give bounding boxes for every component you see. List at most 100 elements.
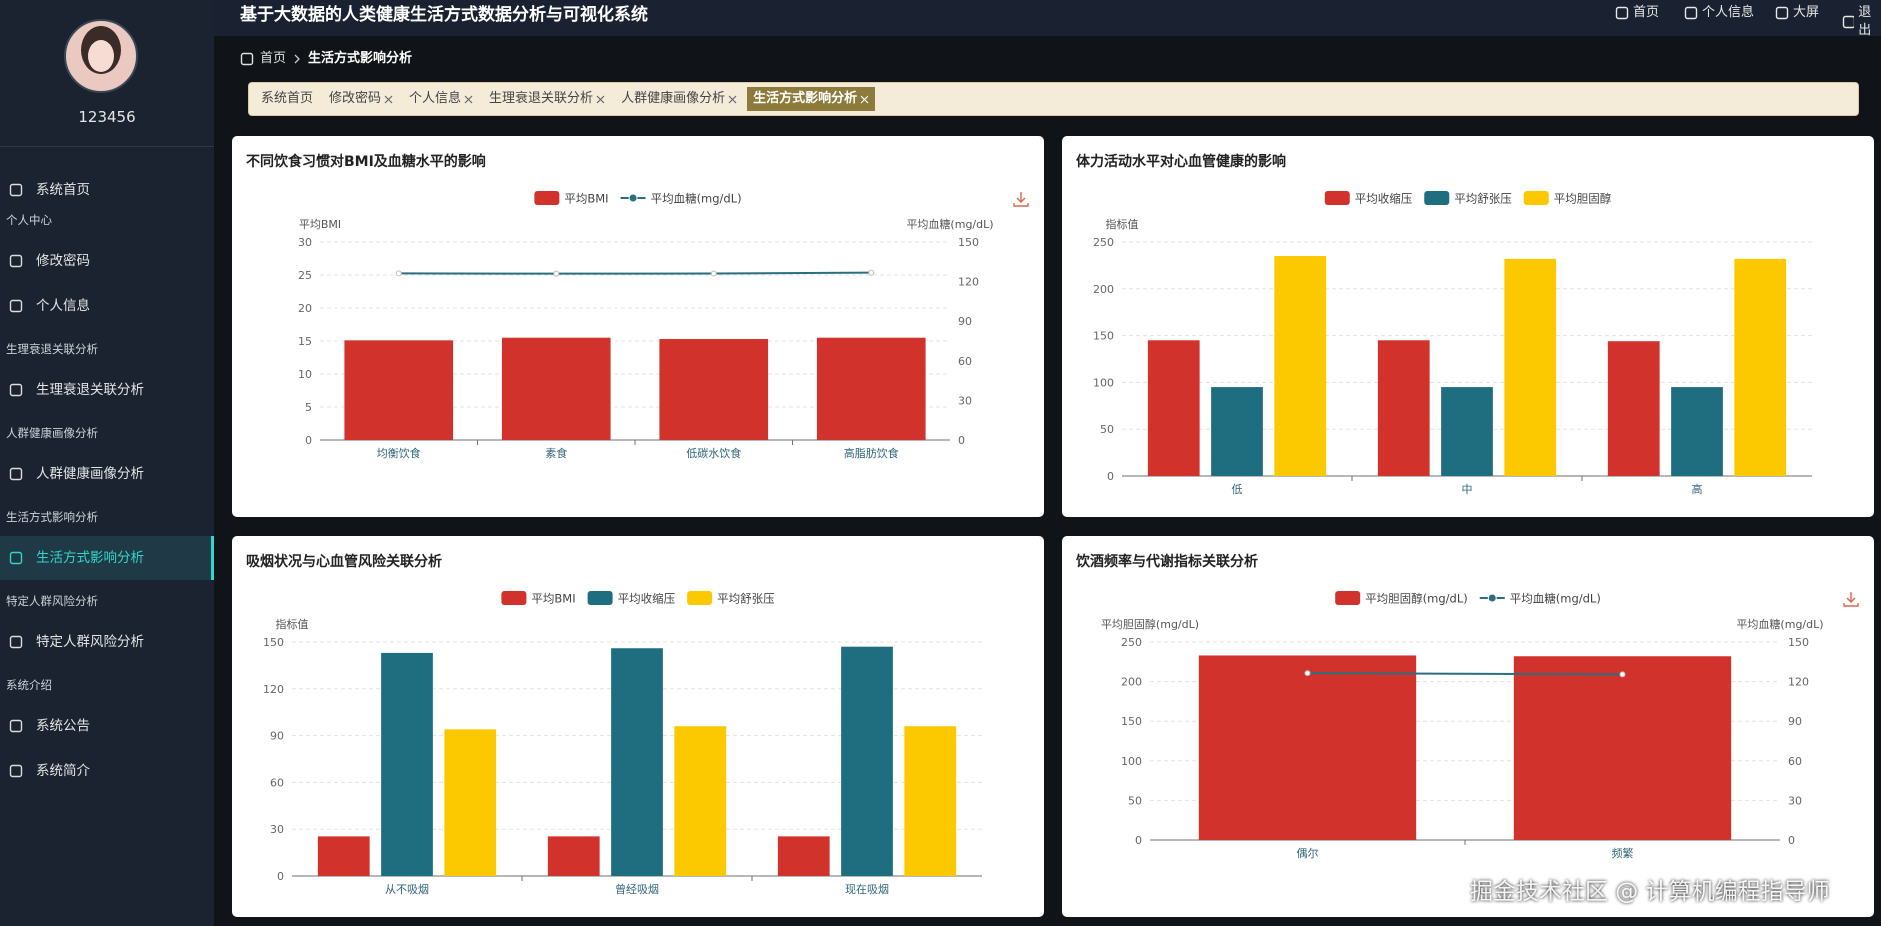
tab-close[interactable] <box>596 95 605 104</box>
tab[interactable]: 修改密码 <box>323 87 399 111</box>
bar <box>1671 387 1723 476</box>
avatar-face <box>88 40 114 72</box>
line-point <box>868 269 875 276</box>
menu-label: 个人信息 <box>36 298 90 314</box>
line <box>398 271 872 275</box>
y-tick-label: 250 <box>1093 236 1114 249</box>
legend-dot <box>1487 593 1497 603</box>
nav-link[interactable]: 退出 <box>1842 4 1881 40</box>
x-tick-label: 曾经吸烟 <box>615 882 659 896</box>
line-point <box>1304 670 1311 677</box>
legend: 平均收缩压 平均舒张压 平均胆固醇 <box>1324 191 1612 206</box>
chevron-shape <box>294 54 300 64</box>
nav-link[interactable]: 首页 <box>1615 4 1659 22</box>
y-tick-label: 100 <box>1093 376 1114 389</box>
y-tick-label: 0 <box>1107 470 1114 483</box>
chevron <box>294 54 300 64</box>
y-tick-label: 0 <box>305 434 312 447</box>
y-axis-name: 指标值 <box>276 617 309 631</box>
close-shape <box>728 95 737 103</box>
menu-label: 修改密码 <box>36 253 90 269</box>
breadcrumb-item[interactable]: 首页 <box>260 51 287 66</box>
icon <box>1842 15 1855 29</box>
menu-item[interactable]: 系统公告 <box>0 704 214 748</box>
line-point <box>395 270 402 277</box>
menu-label: 系统简介 <box>36 763 90 779</box>
y2-tick-label: 60 <box>958 355 972 368</box>
legend-label: 平均BMI <box>564 192 608 206</box>
legend-swatch <box>1324 191 1350 205</box>
nav-link[interactable]: 个人信息 <box>1684 4 1754 22</box>
tab[interactable]: 系统首页 <box>255 87 319 111</box>
icon-shape <box>9 299 23 313</box>
y2-tick-label: 90 <box>958 315 972 328</box>
bar <box>344 340 454 440</box>
nav-link[interactable]: 大屏 <box>1775 4 1819 22</box>
line <box>1307 672 1623 676</box>
bar <box>674 726 727 876</box>
legend-swatch <box>1523 191 1549 205</box>
y2-tick-label: 120 <box>958 276 979 289</box>
bar <box>1441 387 1493 476</box>
icon-shape <box>9 383 23 397</box>
tab-label: 生活方式影响分析 <box>753 91 858 106</box>
y-tick-label: 50 <box>1100 423 1114 436</box>
icon <box>9 467 23 481</box>
legend-label: 平均胆固醇(mg/dL) <box>1365 592 1468 606</box>
bar <box>444 729 497 876</box>
y2-tick-label: 30 <box>958 394 972 407</box>
menu-item[interactable]: 修改密码 <box>0 239 214 283</box>
legend-swatch <box>587 591 613 605</box>
tab-close[interactable] <box>384 95 393 104</box>
menu-item[interactable]: 系统简介 <box>0 749 214 793</box>
icon-shape <box>9 719 23 733</box>
bar <box>317 836 370 876</box>
x-tick-label: 低 <box>1232 483 1243 496</box>
tab[interactable]: 生活方式影响分析 <box>747 87 876 111</box>
legend-label: 平均舒张压 <box>717 592 775 606</box>
x-tick-label: 中 <box>1462 483 1473 496</box>
tab[interactable]: 生理衰退关联分析 <box>483 87 611 111</box>
menu-item[interactable]: 特定人群风险分析 <box>0 620 214 664</box>
tab-bar: 系统首页 修改密码 个人信息 生理衰退关联分析 人群健康画像分析 生活方式影响分析 <box>248 82 1859 116</box>
y2-tick-label: 90 <box>1788 715 1802 728</box>
legend-label: 平均血糖(mg/dL) <box>651 192 742 206</box>
menu-item[interactable]: 生理衰退关联分析 <box>0 368 214 412</box>
menu-item[interactable]: 人群健康画像分析 <box>0 452 214 496</box>
y-tick-label: 150 <box>263 636 284 649</box>
line-point <box>710 270 717 277</box>
menu-item[interactable]: 生活方式影响分析 <box>0 536 214 580</box>
breadcrumb: 首页 生活方式影响分析 <box>240 50 412 68</box>
x-tick-label: 均衡饮食 <box>377 446 421 460</box>
y-tick-label: 0 <box>1135 834 1142 847</box>
menu-item[interactable]: 系统首页 <box>0 168 214 212</box>
tab-close[interactable] <box>860 95 869 104</box>
x-tick-label: 低碳水饮食 <box>686 446 741 460</box>
legend-label: 平均收缩压 <box>618 592 676 606</box>
icon <box>1684 6 1698 20</box>
y-tick-label: 200 <box>1093 283 1114 296</box>
icon-shape <box>9 764 23 778</box>
nav-label: 退出 <box>1858 5 1872 38</box>
icon <box>9 719 23 733</box>
menu-item[interactable]: 个人信息 <box>0 284 214 328</box>
legend-swatch <box>534 191 560 205</box>
bar <box>777 836 830 876</box>
x-tick-label: 高 <box>1692 482 1703 496</box>
tab-close[interactable] <box>728 95 737 104</box>
y-tick-label: 25 <box>298 269 312 282</box>
menu-label: 特定人群风险分析 <box>36 634 144 650</box>
legend-swatch <box>687 591 713 605</box>
tab-label: 系统首页 <box>261 91 314 106</box>
tab[interactable]: 个人信息 <box>403 87 479 111</box>
legend-label: 平均舒张压 <box>1454 192 1512 206</box>
y-tick-label: 150 <box>1121 715 1142 728</box>
legend-swatch <box>1335 591 1361 605</box>
tab-close[interactable] <box>464 95 473 104</box>
bar <box>381 652 433 876</box>
icon <box>240 52 254 66</box>
x-tick-label: 素食 <box>545 446 567 460</box>
tab[interactable]: 人群健康画像分析 <box>615 87 743 111</box>
